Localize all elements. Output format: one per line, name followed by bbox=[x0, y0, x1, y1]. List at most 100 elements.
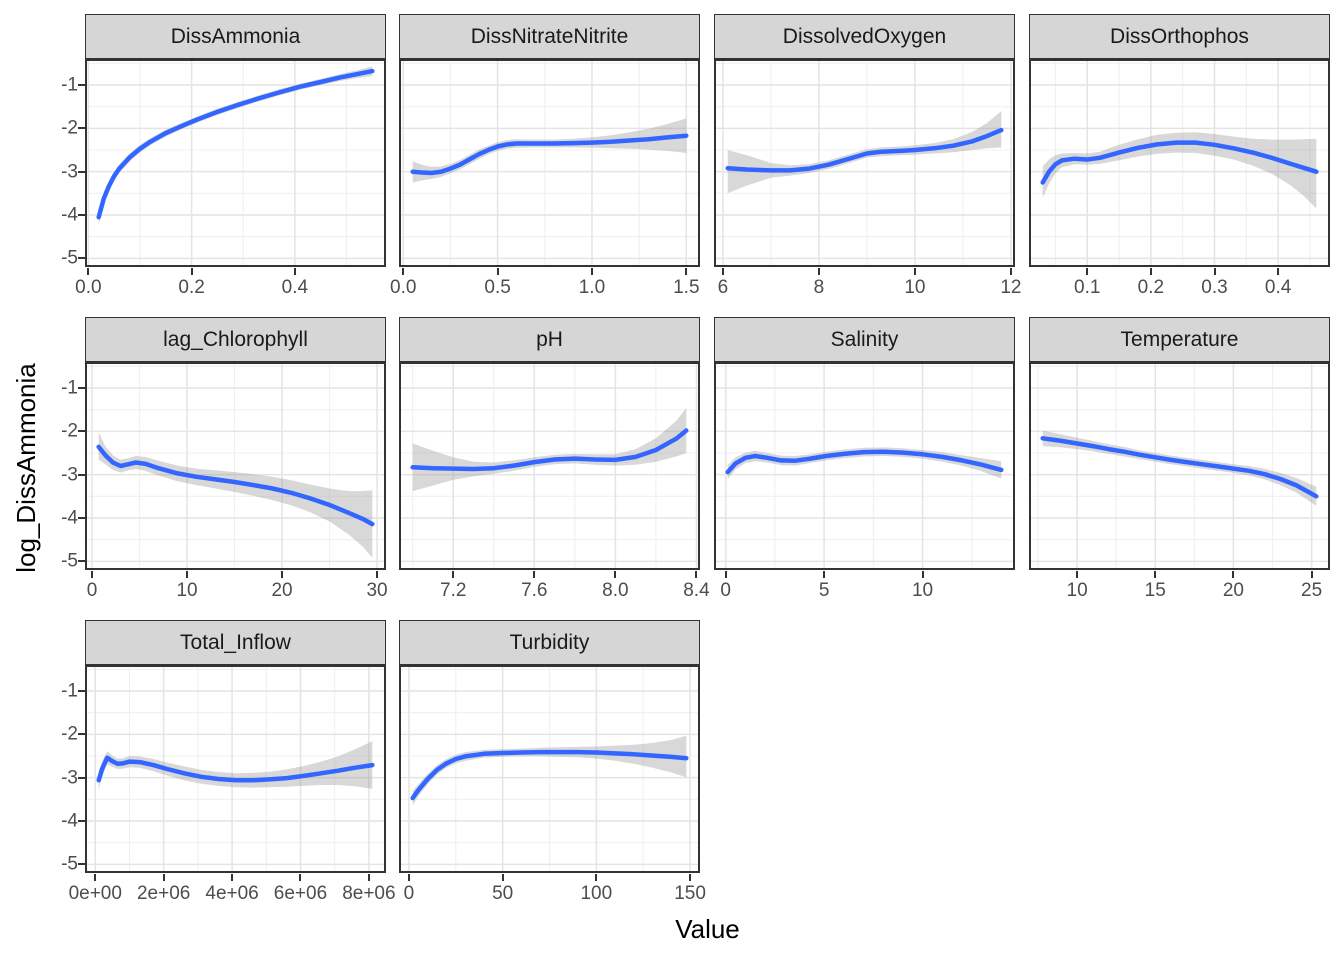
x-tick-mark bbox=[501, 874, 504, 881]
x-tick-mark bbox=[190, 268, 193, 275]
strip-title: Total_Inflow bbox=[180, 631, 291, 654]
x-tick-mark bbox=[685, 268, 688, 275]
x-tick-mark bbox=[1213, 268, 1216, 275]
y-tick-mark bbox=[78, 127, 85, 130]
facet-strip: Salinity bbox=[714, 317, 1015, 362]
x-tick-mark bbox=[299, 874, 302, 881]
x-tick-label: 0.0 bbox=[75, 277, 102, 298]
x-tick-mark bbox=[452, 571, 455, 578]
y-tick-label: -4 bbox=[61, 810, 78, 832]
strip-title: DissAmmonia bbox=[170, 25, 301, 48]
x-tick-label: 0.2 bbox=[178, 277, 205, 298]
smooth-line bbox=[1040, 140, 1319, 185]
y-tick-mark bbox=[78, 214, 85, 216]
x-tick-mark bbox=[913, 268, 916, 275]
x-tick-mark bbox=[186, 571, 189, 578]
strip-title: Temperature bbox=[1120, 328, 1239, 351]
x-tick-label: 0.4 bbox=[1264, 277, 1292, 298]
confidence-ribbon bbox=[412, 118, 687, 183]
facet-panel bbox=[85, 665, 386, 873]
x-tick-label: 4e+06 bbox=[205, 883, 259, 904]
y-tick-mark bbox=[78, 84, 85, 86]
x-tick-mark bbox=[1009, 268, 1012, 275]
x-tick-label: 0e+00 bbox=[68, 883, 122, 904]
strip-title: DissolvedOxygen bbox=[782, 25, 947, 48]
facet-panel bbox=[399, 362, 700, 570]
x-tick-mark bbox=[367, 874, 370, 881]
smooth-line bbox=[96, 444, 375, 527]
x-tick-label: 0.5 bbox=[484, 277, 511, 298]
x-tick-label: 8.0 bbox=[602, 580, 629, 601]
y-tick-mark bbox=[78, 690, 85, 692]
x-tick-label: 0.3 bbox=[1201, 277, 1228, 298]
x-tick-label: 0 bbox=[86, 580, 98, 601]
x-tick-label: 0 bbox=[720, 580, 731, 601]
x-tick-label: 8e+06 bbox=[342, 883, 396, 904]
y-tick-mark bbox=[78, 733, 85, 736]
facet-strip: DissolvedOxygen bbox=[714, 14, 1015, 59]
y-tick-mark bbox=[78, 387, 85, 389]
y-tick-mark bbox=[78, 257, 85, 260]
y-tick-mark bbox=[78, 170, 85, 173]
facet-panel bbox=[714, 362, 1015, 570]
y-tick-label: -3 bbox=[61, 767, 78, 789]
smooth-line bbox=[725, 127, 1004, 173]
x-tick-mark bbox=[533, 571, 536, 578]
x-axis-title: Value bbox=[675, 914, 740, 944]
facet-strip: lag_Chlorophyll bbox=[85, 317, 386, 362]
y-tick-mark bbox=[78, 473, 85, 476]
x-tick-label: 7.2 bbox=[440, 580, 467, 601]
y-tick-label: -2 bbox=[61, 420, 78, 442]
facet-panel bbox=[399, 59, 700, 267]
x-tick-mark bbox=[162, 874, 165, 881]
x-tick-mark bbox=[614, 571, 617, 578]
strip-title: DissNitrateNitrite bbox=[470, 25, 629, 48]
strip-title: DissOrthophos bbox=[1110, 25, 1249, 48]
x-tick-mark bbox=[823, 571, 826, 578]
facet-strip: Turbidity bbox=[399, 620, 700, 665]
y-tick-label: -5 bbox=[61, 247, 78, 269]
x-tick-mark bbox=[1154, 571, 1157, 578]
x-tick-label: 6e+06 bbox=[273, 883, 328, 904]
x-tick-label: 20 bbox=[1222, 580, 1245, 601]
x-tick-label: 25 bbox=[1301, 580, 1323, 601]
x-tick-mark bbox=[695, 571, 698, 578]
x-tick-mark bbox=[724, 571, 727, 578]
y-tick-label: -1 bbox=[61, 377, 78, 399]
x-tick-mark bbox=[817, 268, 820, 275]
x-tick-mark bbox=[87, 268, 90, 275]
strip-title: Salinity bbox=[830, 328, 899, 351]
y-tick-label: -1 bbox=[61, 680, 78, 702]
facet-strip: pH bbox=[399, 317, 700, 362]
x-tick-label: 10 bbox=[904, 277, 926, 298]
y-tick-label: -5 bbox=[61, 550, 78, 572]
panel-grid bbox=[714, 362, 1015, 570]
x-tick-mark bbox=[921, 571, 924, 578]
y-axis-title: log_DissAmmonia bbox=[11, 363, 41, 573]
x-tick-mark bbox=[1086, 268, 1089, 275]
x-tick-mark bbox=[376, 571, 379, 578]
x-tick-label: 0.2 bbox=[1137, 277, 1165, 298]
strip-title: pH bbox=[536, 328, 563, 351]
facet-strip: DissNitrateNitrite bbox=[399, 14, 700, 59]
x-tick-mark bbox=[91, 571, 94, 578]
smooth-line bbox=[410, 133, 689, 176]
x-tick-mark bbox=[231, 874, 234, 881]
smooth-line bbox=[725, 449, 1004, 475]
x-tick-label: 0.0 bbox=[390, 277, 417, 298]
facet-panel bbox=[1029, 362, 1330, 570]
x-tick-label: 30 bbox=[366, 580, 388, 601]
x-tick-mark bbox=[1076, 571, 1079, 578]
x-tick-label: 150 bbox=[674, 883, 706, 904]
facet-strip: Total_Inflow bbox=[85, 620, 386, 665]
x-tick-mark bbox=[281, 571, 284, 578]
facet-strip: Temperature bbox=[1029, 317, 1330, 362]
x-tick-mark bbox=[590, 268, 593, 275]
y-tick-label: -3 bbox=[61, 464, 78, 486]
y-tick-mark bbox=[78, 517, 85, 519]
x-tick-mark bbox=[293, 268, 296, 275]
panel-grid bbox=[399, 665, 700, 873]
smooth-line bbox=[96, 68, 375, 220]
strip-title: Turbidity bbox=[509, 631, 590, 654]
